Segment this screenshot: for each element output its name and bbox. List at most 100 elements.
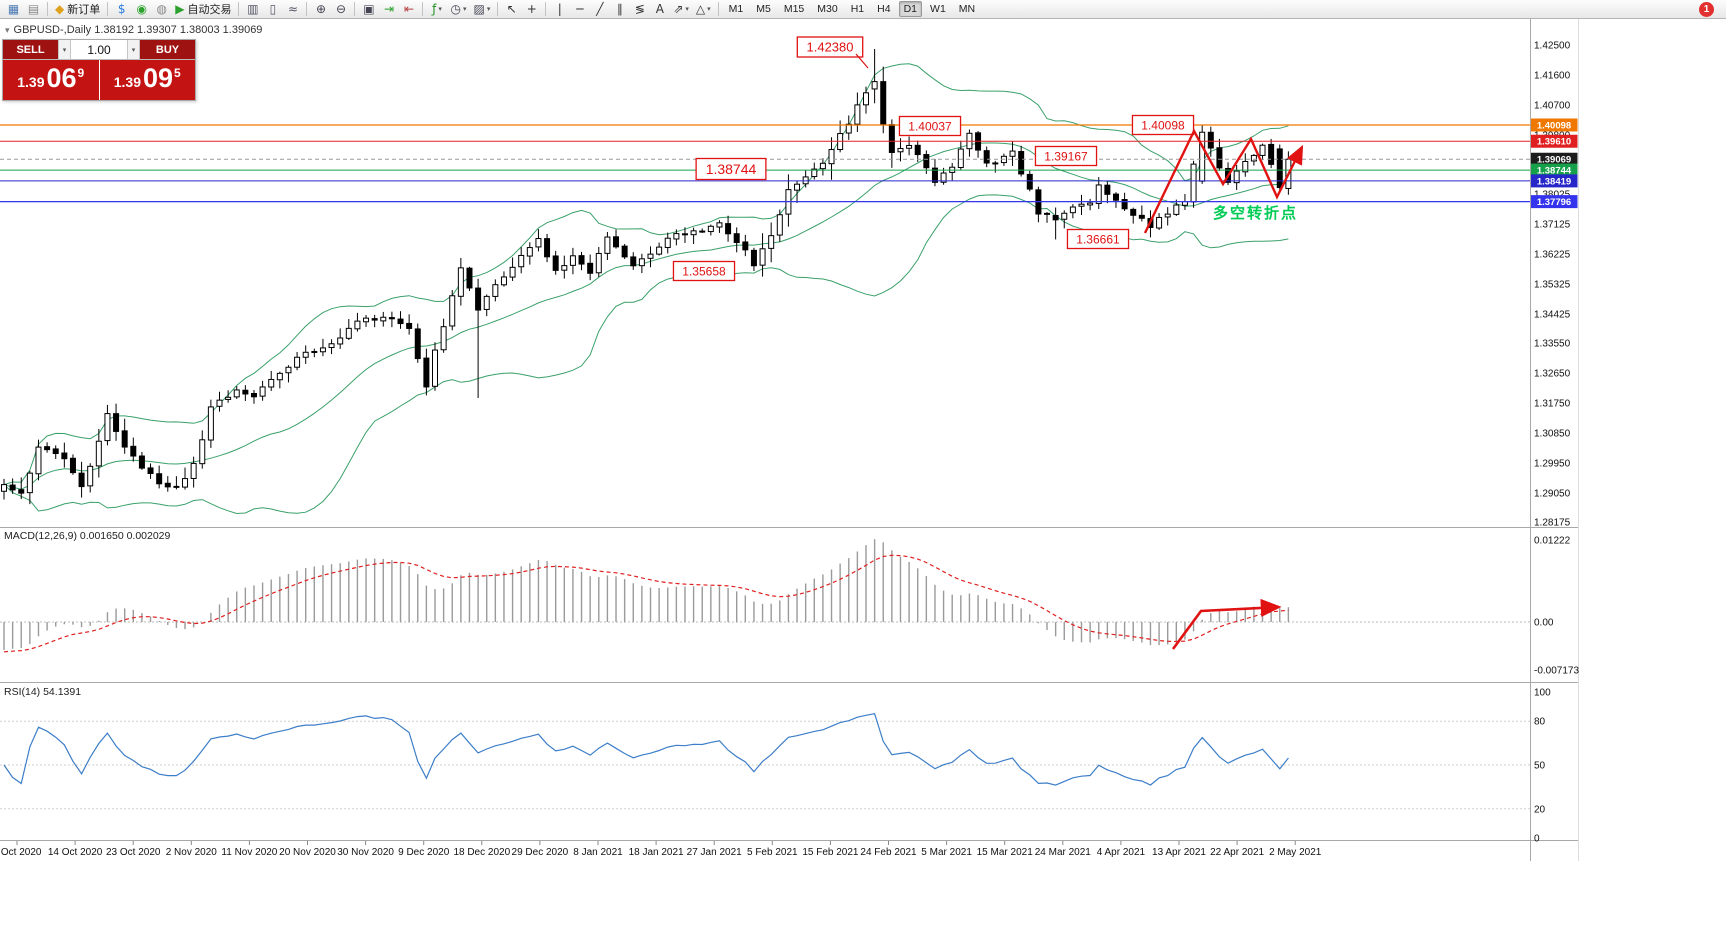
timeframe-M1-button[interactable]: M1 [728,3,744,15]
toolbar-separator [107,2,109,16]
auto-trading-icon: ▶ [175,2,185,16]
svg-text:24 Feb 2021: 24 Feb 2021 [860,847,917,858]
ask-price-button[interactable]: 1.39 09 5 [99,60,195,100]
sell-caret-icon[interactable]: ▾ [58,40,71,59]
bar-chart-mode-button[interactable]: ▥ [243,1,262,18]
text-tool-button[interactable]: A [650,1,669,18]
toolbar-separator [306,2,308,16]
line-chart-mode-icon: ≈ [287,2,298,16]
turning-point-note[interactable]: 多空转折点 [1213,204,1298,222]
peak-pointer-line [855,53,869,69]
tile-windows-button[interactable]: ▣ [359,1,378,18]
zoom-in-icon: ⊕ [315,2,326,16]
svg-text:0.01222: 0.01222 [1534,535,1571,546]
candle-chart-mode-icon: ▯ [269,2,277,16]
svg-text:1.34425: 1.34425 [1534,309,1571,320]
periods-icon: ◷ [450,2,461,16]
arrows-tool-caret-icon: ▾ [685,6,689,13]
annotation-box [796,36,864,58]
templates-icon: ▨ [473,2,485,16]
svg-text:1.41600: 1.41600 [1534,70,1571,81]
crosshair-button[interactable]: + [522,1,541,18]
macd-signal-line [3,554,1289,653]
svg-text:1.35325: 1.35325 [1534,279,1571,290]
timeframe-MN-button[interactable]: MN [958,3,976,15]
shapes-tool-button[interactable]: △ ▾ [693,1,714,18]
svg-text:1.29050: 1.29050 [1534,488,1571,499]
svg-text:1.28175: 1.28175 [1534,517,1571,528]
shapes-tool-caret-icon: ▾ [707,6,711,13]
annotation-box [898,115,962,137]
vertical-line-button[interactable]: | [550,1,569,18]
indicators-icon: ƒ [432,2,437,16]
timeframe-M15-button[interactable]: M15 [783,3,805,15]
cursor-button[interactable]: ↖ [502,1,521,18]
candle-chart-mode-button[interactable]: ▯ [263,1,282,18]
price-annotations[interactable]: 1.42380 1.40037 1.40098 1.39167 1.38744 1.366… [672,36,1195,282]
timeframe-D1-button[interactable]: D1 [898,1,923,17]
svg-text:1.37796: 1.37796 [1537,197,1571,208]
new-chart-button[interactable]: ▦ [4,1,23,18]
chart-background[interactable] [0,19,1726,945]
ask-main: 1.39 [113,74,141,90]
funds-button[interactable]: $ [112,1,131,18]
fibonacci-button[interactable]: ≶ [630,1,649,18]
chart-shift-button[interactable]: ⇤ [399,1,418,18]
sell-button[interactable]: SELL [3,40,58,59]
indicators-button[interactable]: ƒ ▾ [427,1,446,18]
auto-scroll-icon: ⇥ [383,2,394,16]
bid-price-button[interactable]: 1.39 06 9 [3,60,99,100]
svg-text:8 Jan 2021: 8 Jan 2021 [573,847,623,858]
equidistant-channel-button[interactable]: ∥ [610,1,629,18]
horizontal-line-button[interactable]: ─ [570,1,589,18]
svg-text:1.39069: 1.39069 [1537,155,1571,166]
timeframe-W1-button[interactable]: W1 [930,3,946,15]
auto-scroll-button[interactable]: ⇥ [379,1,398,18]
new-order-button[interactable]: ◆ 新订单 [52,1,103,18]
macd-trend-arrow[interactable] [1171,598,1282,650]
svg-text:18 Dec 2020: 18 Dec 2020 [453,847,510,858]
cursor-icon: ↖ [506,2,517,16]
community-button[interactable]: ◍ [152,1,171,18]
equidistant-channel-icon: ∥ [616,2,623,16]
timeframe-M5-button[interactable]: M5 [756,3,771,15]
trendline-button[interactable]: ╱ [590,1,609,18]
svg-text:50: 50 [1534,761,1546,772]
profiles-button[interactable]: ▤ [24,1,43,18]
svg-text:11 Nov 2020: 11 Nov 2020 [221,847,277,858]
line-chart-mode-button[interactable]: ≈ [283,1,302,18]
svg-text:4 Apr 2021: 4 Apr 2021 [1097,847,1146,858]
rsi-axis: 100 80 50 20 0 [1534,688,1551,845]
toolbar-separator [422,2,424,16]
chart-shift-icon: ⇤ [403,2,414,16]
auto-trading-button[interactable]: ▶ 自动交易 [172,1,234,18]
annotation-box [1066,228,1130,250]
crosshair-icon: + [526,2,537,16]
annotation-box [1034,145,1098,167]
horizontal-line-icon: ─ [576,2,584,16]
buy-button[interactable]: BUY [140,40,195,59]
periods-button[interactable]: ◷ ▾ [447,1,469,18]
timeframe-H1-button[interactable]: H1 [850,3,865,15]
svg-text:1.38419: 1.38419 [1537,176,1571,187]
trend-zigzag-arrow[interactable] [1143,128,1304,234]
timeframe-M30-button[interactable]: M30 [817,3,838,15]
zoom-out-button[interactable]: ⊖ [331,1,350,18]
signals-button[interactable]: ◉ [132,1,151,18]
zoom-in-button[interactable]: ⊕ [311,1,330,18]
arrows-tool-button[interactable]: ⇗ ▾ [670,1,692,18]
volume-input[interactable]: 1.00 [71,40,127,59]
templates-button[interactable]: ▨ ▾ [470,1,493,18]
shapes-tool-icon: △ [695,2,706,16]
svg-text:1.42500: 1.42500 [1534,41,1571,52]
timeframe-H4-button[interactable]: H4 [877,3,891,15]
svg-text:1.40098: 1.40098 [1537,120,1571,131]
svg-text:18 Jan 2021: 18 Jan 2021 [629,847,684,858]
svg-text:1.30850: 1.30850 [1534,428,1571,439]
volume-caret-icon[interactable]: ▾ [127,40,140,59]
notifications-badge[interactable]: 1 [1699,1,1714,17]
svg-text:1.29950: 1.29950 [1534,458,1571,469]
indicators-caret-icon: ▾ [438,6,442,13]
chart-menu-icon[interactable]: ▾ [5,24,10,35]
